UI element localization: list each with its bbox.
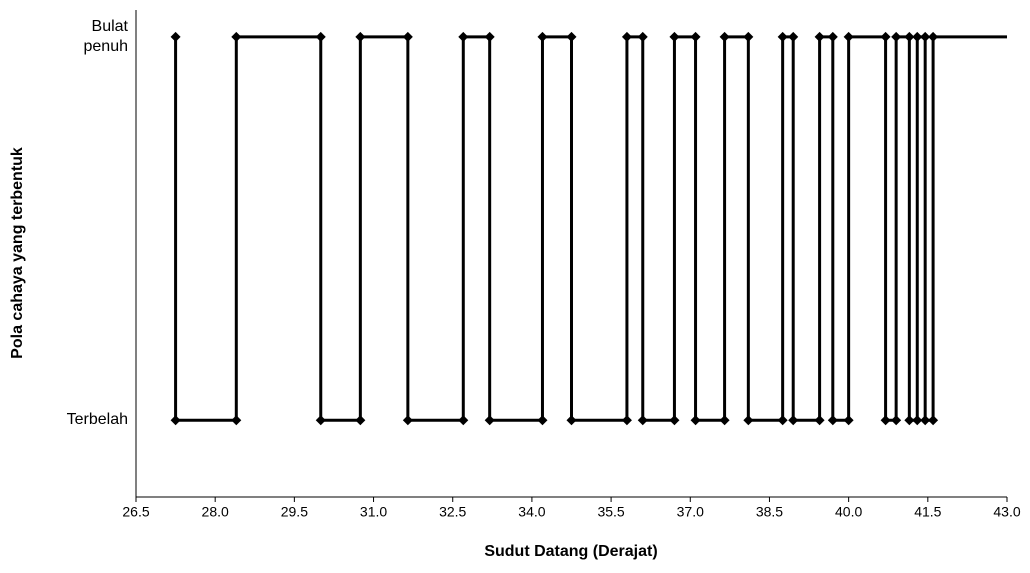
marker bbox=[231, 415, 241, 425]
marker bbox=[669, 415, 679, 425]
marker bbox=[171, 32, 181, 42]
marker bbox=[720, 415, 730, 425]
marker bbox=[828, 415, 838, 425]
x-tick-label: 35.5 bbox=[597, 504, 624, 520]
marker bbox=[691, 32, 701, 42]
marker bbox=[458, 32, 468, 42]
x-tick-label: 29.5 bbox=[281, 504, 308, 520]
marker bbox=[891, 32, 901, 42]
x-tick-label: 38.5 bbox=[756, 504, 783, 520]
x-tick-label: 34.0 bbox=[518, 504, 545, 520]
marker bbox=[638, 415, 648, 425]
x-tick-label: 41.5 bbox=[914, 504, 941, 520]
marker bbox=[458, 415, 468, 425]
marker bbox=[316, 32, 326, 42]
marker bbox=[928, 415, 938, 425]
marker bbox=[778, 32, 788, 42]
marker bbox=[844, 415, 854, 425]
x-tick-label: 32.5 bbox=[439, 504, 466, 520]
marker bbox=[403, 415, 413, 425]
marker bbox=[815, 415, 825, 425]
marker bbox=[788, 32, 798, 42]
marker bbox=[720, 32, 730, 42]
x-tick-label: 26.5 bbox=[122, 504, 149, 520]
x-tick-label: 37.0 bbox=[677, 504, 704, 520]
series-line bbox=[176, 37, 1007, 420]
marker bbox=[403, 32, 413, 42]
y-tick-label: Terbelah bbox=[48, 410, 128, 430]
marker bbox=[485, 415, 495, 425]
marker bbox=[171, 415, 181, 425]
marker bbox=[567, 415, 577, 425]
x-tick-label: 40.0 bbox=[835, 504, 862, 520]
marker bbox=[881, 32, 891, 42]
marker bbox=[638, 32, 648, 42]
x-tick-label: 43.0 bbox=[993, 504, 1020, 520]
marker bbox=[743, 415, 753, 425]
x-tick-label: 28.0 bbox=[202, 504, 229, 520]
marker bbox=[537, 32, 547, 42]
marker bbox=[778, 415, 788, 425]
marker bbox=[231, 32, 241, 42]
marker bbox=[622, 415, 632, 425]
marker bbox=[743, 32, 753, 42]
x-axis-label: Sudut Datang (Derajat) bbox=[484, 543, 657, 560]
marker bbox=[355, 415, 365, 425]
y-axis-label: Pola cahaya yang terbentuk bbox=[9, 147, 26, 359]
marker bbox=[485, 32, 495, 42]
page: Sudut Datang (Derajat) Pola cahaya yang … bbox=[0, 0, 1030, 573]
chart: Sudut Datang (Derajat) Pola cahaya yang … bbox=[0, 0, 1030, 573]
marker bbox=[788, 415, 798, 425]
marker bbox=[537, 415, 547, 425]
marker bbox=[691, 415, 701, 425]
marker bbox=[669, 32, 679, 42]
marker bbox=[815, 32, 825, 42]
marker bbox=[355, 32, 365, 42]
marker bbox=[844, 32, 854, 42]
marker bbox=[928, 32, 938, 42]
x-tick-label: 31.0 bbox=[360, 504, 387, 520]
marker bbox=[316, 415, 326, 425]
marker bbox=[828, 32, 838, 42]
marker bbox=[881, 415, 891, 425]
y-tick-label: Bulat penuh bbox=[48, 17, 128, 57]
marker bbox=[567, 32, 577, 42]
marker bbox=[891, 415, 901, 425]
marker bbox=[622, 32, 632, 42]
